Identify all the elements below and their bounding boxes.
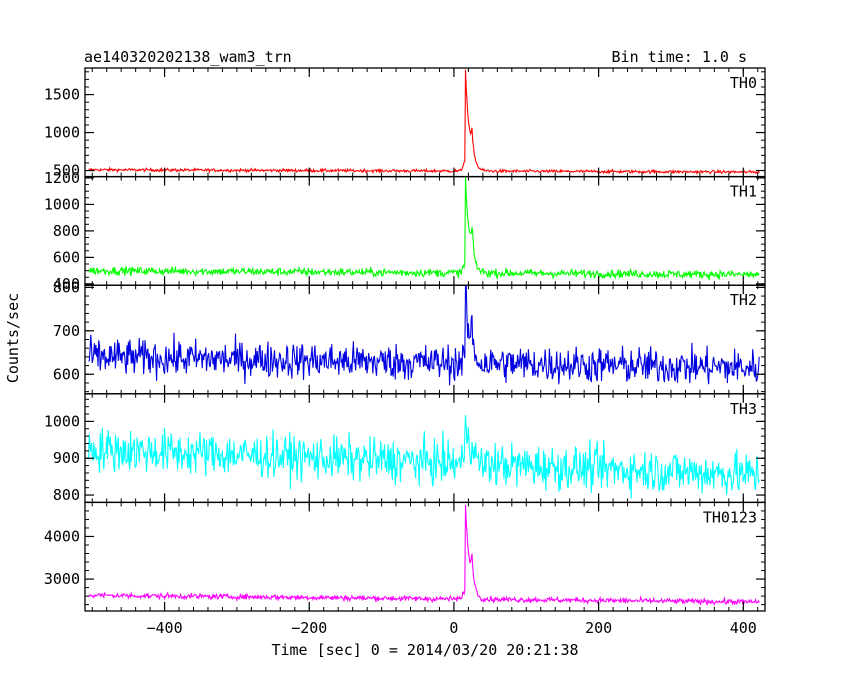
panel-label: TH0 bbox=[730, 74, 757, 92]
y-tick-label: 800 bbox=[53, 222, 80, 240]
x-tick-label: 400 bbox=[730, 619, 757, 637]
y-tick-label: 4000 bbox=[44, 527, 80, 545]
plot-title: ae140320202138_wam3_trn bbox=[84, 48, 292, 66]
panel-th3: 800 900 1000 TH3 bbox=[44, 393, 766, 504]
series-line-th2 bbox=[88, 284, 760, 386]
series-line-th3 bbox=[88, 414, 760, 499]
y-tick-label: 1200 bbox=[44, 169, 80, 187]
x-tick-label: 200 bbox=[585, 619, 612, 637]
y-tick-label: 500 bbox=[53, 162, 80, 180]
panel-label: TH3 bbox=[730, 400, 757, 418]
y-tick-label: 1000 bbox=[44, 124, 80, 142]
series-line-th0 bbox=[88, 69, 760, 176]
panel-th0123: 3000 4000 TH0123 bbox=[44, 501, 766, 612]
y-axis-label: Counts/sec bbox=[4, 293, 22, 383]
panel-th1: 400 600 800 1000 1200 TH1 bbox=[44, 169, 766, 293]
panels-group: 500 1000 1500 TH0 400 600 800 1000 1200 TH1 600 700… bbox=[44, 67, 766, 637]
x-tick-label: −400 bbox=[147, 619, 183, 637]
y-tick-label: 1000 bbox=[44, 195, 80, 213]
panel-label: TH2 bbox=[730, 291, 757, 309]
y-tick-label: 800 bbox=[53, 278, 80, 296]
x-tick-label: 0 bbox=[449, 619, 458, 637]
panel-frame bbox=[84, 501, 766, 612]
x-axis-label: Time [sec] 0 = 2014/03/20 20:21:38 bbox=[271, 641, 578, 659]
y-tick-label: 700 bbox=[53, 322, 80, 340]
panel-frame bbox=[84, 67, 766, 178]
series-line-th0123 bbox=[88, 504, 760, 607]
panel-th0: 500 1000 1500 TH0 bbox=[44, 67, 766, 180]
panel-th2: 600 700 800 TH2 bbox=[53, 278, 766, 395]
panel-frame bbox=[84, 284, 766, 395]
y-tick-label: 3000 bbox=[44, 570, 80, 588]
panel-label: TH1 bbox=[730, 183, 757, 201]
x-tick-label: −200 bbox=[291, 619, 327, 637]
series-line-th1 bbox=[88, 176, 760, 282]
y-tick-label: 900 bbox=[53, 449, 80, 467]
y-tick-label: 1500 bbox=[44, 86, 80, 104]
bin-time-label: Bin time: 1.0 s bbox=[612, 48, 747, 66]
y-tick-label: 800 bbox=[53, 486, 80, 504]
y-tick-label: 400 bbox=[53, 275, 80, 293]
panel-frame bbox=[84, 175, 766, 286]
y-tick-label: 600 bbox=[53, 365, 80, 383]
panel-label: TH0123 bbox=[703, 508, 757, 526]
y-tick-label: 600 bbox=[53, 248, 80, 266]
y-tick-label: 1000 bbox=[44, 412, 80, 430]
